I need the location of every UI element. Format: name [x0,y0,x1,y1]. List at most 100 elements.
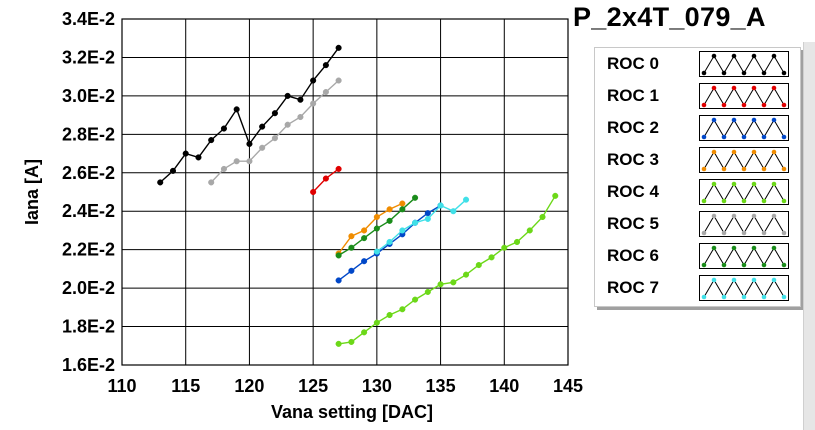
data-point [271,135,278,142]
legend-swatch-marker [761,262,767,268]
legend-swatch-marker [771,85,777,91]
legend-label: ROC 5 [607,214,659,233]
data-point [220,125,227,132]
legend-swatch-marker [761,166,767,172]
legend: ROC 0 ROC 1 ROC 2 ROC 3 ROC 4 ROC 5 ROC 6 ROC 7 [594,47,801,307]
legend-swatch-marker [731,85,737,91]
series-roc-0 [157,44,342,186]
y-tick-label: 3.4E-2 [62,9,115,29]
data-point [271,110,278,117]
legend-swatch-marker [721,166,727,172]
x-tick-label: 145 [553,376,583,396]
legend-swatch-marker [711,53,717,59]
legend-swatch-marker [731,213,737,219]
data-point [259,144,266,151]
data-point [526,227,533,234]
legend-swatch-graphic [701,53,787,76]
legend-swatch [699,275,789,301]
x-tick-label: 140 [489,376,519,396]
legend-swatch-graphic [701,117,787,140]
data-point [412,219,419,226]
legend-swatch-marker [741,70,747,76]
legend-swatch-line [703,87,785,106]
data-point [424,288,431,296]
legend-swatch-marker [731,117,737,123]
y-tick-label: 3.0E-2 [62,86,115,106]
legend-swatch-marker [711,149,717,155]
data-point [361,235,368,242]
data-point [399,306,406,313]
legend-swatch [699,179,789,205]
data-point [310,77,317,84]
data-point [552,192,559,199]
legend-item-roc-5: ROC 5 [595,208,800,240]
data-point [539,213,546,221]
legend-swatch-marker [771,277,777,283]
y-tick-label: 2.0E-2 [62,278,115,298]
legend-label: ROC 4 [607,182,659,201]
data-point [450,208,457,215]
chart-title: P_2x4T_079_A [573,2,766,32]
y-tick-label: 2.4E-2 [62,201,115,221]
legend-swatch-line [703,151,785,170]
legend-swatch-marker [781,134,787,140]
legend-swatch-marker [761,102,767,108]
data-point [373,319,380,326]
x-tick-label: 135 [426,376,456,396]
data-point [335,252,342,259]
plot-frame [121,18,569,366]
legend-swatch-marker [711,213,717,219]
data-point [246,158,253,165]
data-point [424,215,431,222]
legend-swatch-marker [771,117,777,123]
legend-swatch-graphic [701,149,787,172]
data-point [348,233,355,240]
data-point [310,100,317,107]
legend-swatch-marker [731,53,737,59]
legend-swatch-marker [741,198,747,204]
legend-swatch-marker [711,277,717,283]
x-tick-label: 120 [234,376,264,396]
legend-swatch-marker [711,85,717,91]
legend-label: ROC 7 [607,278,659,297]
legend-swatch-marker [731,181,737,187]
legend-item-roc-6: ROC 6 [595,240,800,272]
x-tick-label: 130 [362,376,392,396]
legend-swatch-marker [741,102,747,108]
legend-swatch-marker [761,230,767,236]
data-point [182,150,189,157]
data-point [361,227,368,234]
legend-swatch-marker [751,149,757,155]
data-point [386,238,393,246]
y-tick-label: 2.2E-2 [62,240,115,260]
legend-swatch [699,83,789,109]
legend-swatch-marker [781,294,787,300]
legend-swatch-marker [751,181,757,187]
window-edge [803,42,815,430]
legend-item-roc-7: ROC 7 [595,272,800,304]
legend-label: ROC 2 [607,118,659,137]
legend-swatch-marker [701,166,707,172]
data-point [348,267,355,274]
legend-swatch-marker [701,102,707,108]
legend-swatch-marker [741,134,747,140]
data-point [284,92,291,99]
legend-swatch-marker [781,102,787,108]
legend-swatch-marker [741,230,747,236]
legend-swatch-marker [741,262,747,268]
data-point [450,279,457,286]
data-point [157,179,164,186]
data-point [322,62,329,69]
legend-swatch-marker [701,294,707,300]
legend-swatch [699,115,789,141]
data-point [399,227,406,234]
data-point [361,258,368,265]
legend-swatch-marker [781,230,787,236]
data-point [386,206,393,213]
series-roc-6 [335,194,419,259]
y-tick-label: 2.6E-2 [62,163,115,183]
legend-swatch [699,211,789,237]
y-tick-label: 2.8E-2 [62,124,115,144]
x-tick-label: 125 [298,376,328,396]
